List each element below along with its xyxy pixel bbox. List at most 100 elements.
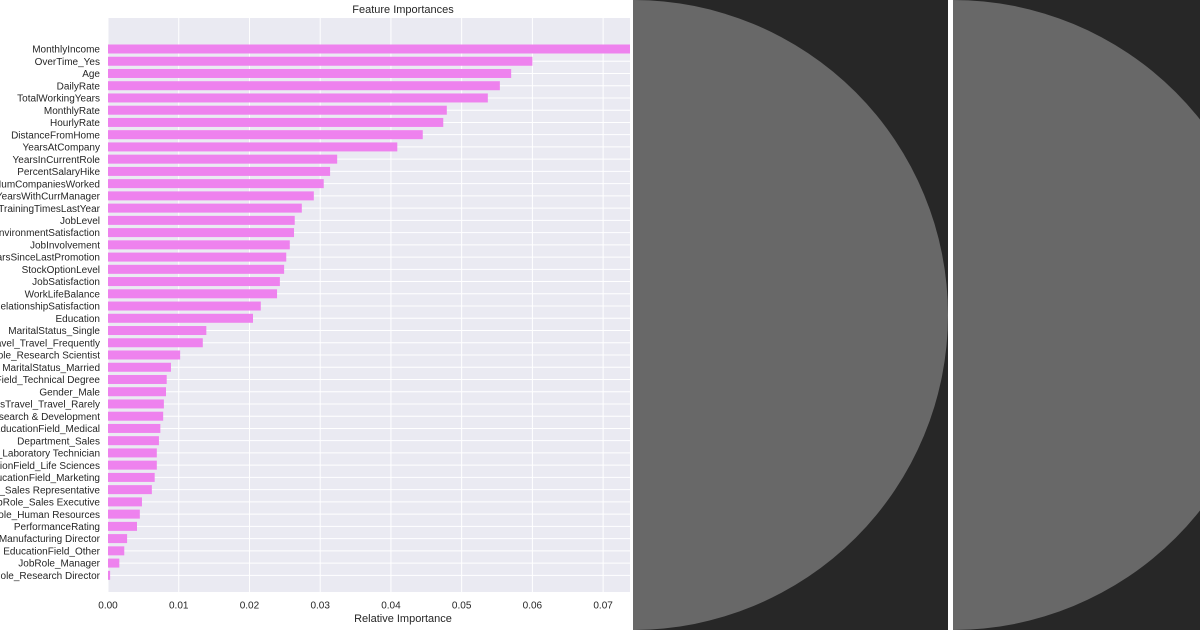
x-tick-label: 0.04 bbox=[381, 601, 401, 612]
bar bbox=[108, 301, 261, 311]
circle bbox=[633, 0, 948, 630]
y-tick-label: Age bbox=[82, 69, 100, 80]
bar bbox=[108, 509, 140, 519]
y-tick-label: MonthlyRate bbox=[44, 106, 101, 117]
y-tick-label: _Laboratory Technician bbox=[0, 449, 100, 460]
bar bbox=[108, 215, 295, 225]
bar bbox=[108, 350, 181, 360]
y-tick-label: avel_Travel_Frequently bbox=[0, 338, 100, 349]
bar bbox=[108, 423, 161, 433]
x-tick-label: 0.01 bbox=[169, 601, 189, 612]
bar bbox=[108, 570, 111, 580]
y-tick-label: PerformanceRating bbox=[14, 522, 100, 533]
y-tick-label: TotalWorkingYears bbox=[17, 94, 100, 105]
y-tick-label: ole_Research Scientist bbox=[0, 351, 100, 362]
bar bbox=[108, 289, 278, 299]
bar bbox=[108, 56, 533, 66]
y-tick-label: DailyRate bbox=[57, 81, 101, 92]
y-tick-label: JobRole_Manager bbox=[18, 559, 100, 570]
bar bbox=[108, 411, 164, 421]
x-tick-label: 0.02 bbox=[240, 601, 260, 612]
y-tick-label: _Sales Representative bbox=[0, 485, 100, 496]
circle bbox=[953, 0, 1200, 630]
y-tick-label: EducationField_Medical bbox=[0, 424, 100, 435]
y-tick-label: Gender_Male bbox=[39, 387, 100, 398]
y-tick-label: ucationField_Marketing bbox=[0, 473, 100, 484]
y-tick-label: tionField_Life Sciences bbox=[0, 461, 100, 472]
y-tick-label: Field_Technical Degree bbox=[0, 375, 100, 386]
bar bbox=[108, 179, 324, 189]
bar bbox=[108, 387, 166, 397]
bar bbox=[108, 130, 423, 140]
bar bbox=[108, 105, 447, 115]
y-tick-label: Manufacturing Director bbox=[0, 534, 101, 545]
y-tick-label: Role_Research Director bbox=[0, 571, 101, 582]
y-tick-label: StockOptionLevel bbox=[22, 265, 100, 276]
y-tick-label: ssTravel_Travel_Rarely bbox=[0, 400, 100, 411]
bar bbox=[108, 399, 164, 409]
bar bbox=[108, 277, 280, 287]
bar bbox=[108, 436, 159, 446]
y-tick-label: Education bbox=[56, 314, 100, 325]
bar bbox=[108, 240, 290, 250]
chart: 0.00 0.01 0.02 0.03 0.04 0.05 0.06 0.07 MonthlyI… bbox=[0, 18, 630, 612]
bar bbox=[108, 485, 152, 495]
bar bbox=[108, 142, 398, 152]
y-tick-label: ole_Human Resources bbox=[0, 510, 100, 521]
y-tick-label: HourlyRate bbox=[50, 118, 100, 129]
y-tick-label: MaritalStatus_Married bbox=[2, 363, 100, 374]
y-tick-label: MaritalStatus_Single bbox=[8, 326, 100, 337]
y-tick-label: YearsInCurrentRole bbox=[13, 155, 101, 166]
y-tick-label: DistanceFromHome bbox=[11, 130, 100, 141]
y-tick-label: arsSinceLastPromotion bbox=[0, 253, 100, 264]
y-tick-label: Department_Sales bbox=[17, 436, 100, 447]
bar bbox=[108, 326, 207, 336]
bar bbox=[108, 203, 302, 213]
y-tick-label: YearsWithCurrManager bbox=[0, 192, 101, 203]
bar bbox=[108, 472, 155, 482]
y-tick-label: OverTime_Yes bbox=[35, 57, 100, 68]
bar bbox=[108, 44, 630, 54]
x-tick-label: 0.06 bbox=[523, 601, 543, 612]
bar bbox=[108, 534, 128, 544]
bar bbox=[108, 264, 285, 274]
bar bbox=[108, 374, 167, 384]
bar bbox=[108, 191, 314, 201]
x-tick-label: 0.00 bbox=[98, 601, 118, 612]
bar bbox=[108, 460, 157, 470]
x-tick-label: 0.05 bbox=[452, 601, 472, 612]
x-tick-label: 0.07 bbox=[593, 601, 613, 612]
bar bbox=[108, 68, 512, 78]
y-tick-label: JobSatisfaction bbox=[32, 277, 100, 288]
y-tick-label: PercentSalaryHike bbox=[17, 167, 100, 178]
y-tick-label: JobLevel bbox=[60, 216, 100, 227]
x-axis-label: Relative Importance bbox=[354, 613, 452, 625]
y-tick-label: YearsAtCompany bbox=[23, 143, 100, 154]
y-tick-label: search & Development bbox=[0, 412, 100, 423]
chart-title: Feature Importances bbox=[352, 4, 454, 16]
y-tick-label: TrainingTimesLastYear bbox=[0, 204, 101, 215]
y-tick-label: WorkLifeBalance bbox=[25, 289, 101, 300]
x-tick-label: 0.03 bbox=[310, 601, 330, 612]
bar bbox=[108, 154, 338, 164]
y-tick-label: RelationshipSatisfaction bbox=[0, 302, 100, 313]
y-tick-label: NumCompaniesWorked bbox=[0, 179, 100, 190]
bar bbox=[108, 313, 253, 323]
y-tick-label: bRole_Sales Executive bbox=[0, 498, 100, 509]
y-tick-label: nvironmentSatisfaction bbox=[0, 228, 100, 239]
bar bbox=[108, 362, 171, 372]
bar bbox=[108, 448, 157, 458]
bar bbox=[108, 252, 287, 262]
bar bbox=[108, 93, 488, 103]
bar bbox=[108, 521, 137, 531]
bar bbox=[108, 497, 142, 507]
bar bbox=[108, 117, 444, 127]
y-tick-label: JobInvolvement bbox=[30, 240, 100, 251]
y-tick-label: EducationField_Other bbox=[3, 546, 100, 557]
bar bbox=[108, 228, 295, 238]
bar bbox=[108, 546, 125, 556]
y-tick-label: MonthlyIncome bbox=[32, 45, 100, 56]
bar bbox=[108, 338, 203, 348]
